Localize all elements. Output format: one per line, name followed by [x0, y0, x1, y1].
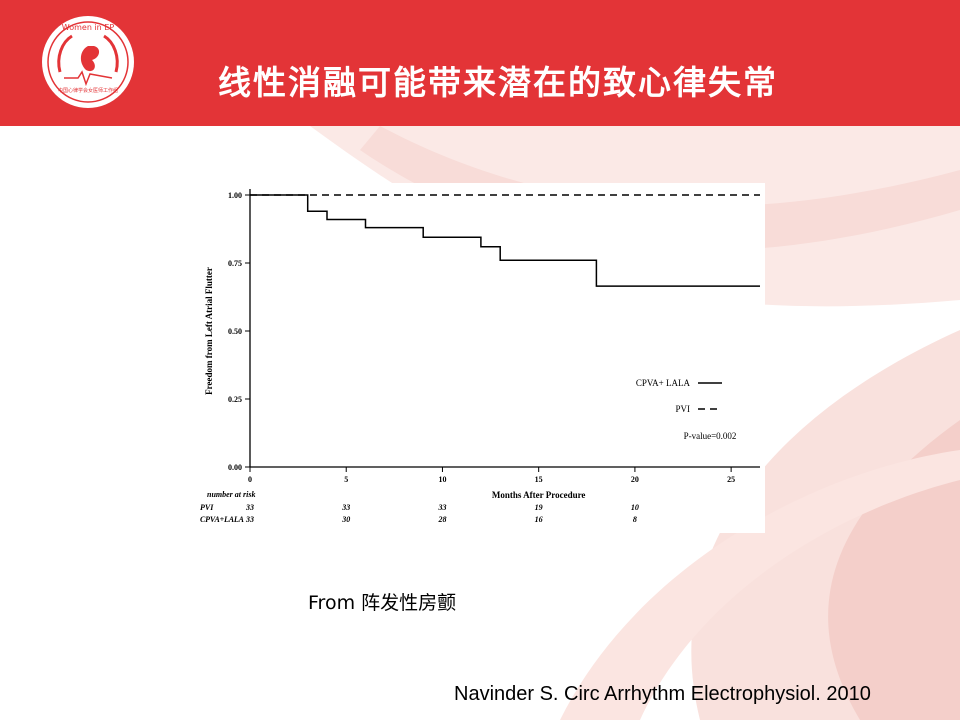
x-tick-label: 25	[727, 475, 735, 484]
header-band: Women in EP 中国心律学会女医师工作组 线性消融可能带来潜在的致心律失…	[0, 0, 960, 126]
x-tick-label: 5	[344, 475, 348, 484]
chart-root: 0.00 0.25 0.50 0.75 1.00 0 5 10 15 20 25 Freedom fr…	[200, 189, 760, 524]
risk-table-header: number at risk	[207, 490, 255, 499]
legend-label: CPVA+ LALA	[636, 378, 691, 388]
y-tick-label: 0.00	[228, 463, 242, 472]
risk-value: 33	[245, 503, 254, 512]
x-axis-label: Months After Procedure	[492, 490, 586, 500]
x-tick-label: 20	[631, 475, 639, 484]
legend-label: PVI	[675, 404, 690, 414]
series-line-cpva-lala	[250, 194, 760, 287]
risk-value: 33	[437, 503, 446, 512]
chart-panel: 0.00 0.25 0.50 0.75 1.00 0 5 10 15 20 25 Freedom fr…	[195, 183, 765, 533]
risk-row-label: CPVA+LALA	[200, 515, 245, 524]
risk-value: 10	[631, 503, 639, 512]
risk-value: 28	[437, 515, 446, 524]
logo-text: Women in EP	[62, 23, 115, 32]
km-chart: 0.00 0.25 0.50 0.75 1.00 0 5 10 15 20 25 Freedom fr…	[200, 189, 760, 524]
y-tick-label: 1.00	[228, 191, 242, 200]
y-tick-label: 0.75	[228, 259, 242, 268]
y-axis-label: Freedom from Left Atrial Flutter	[204, 267, 214, 395]
risk-value: 8	[633, 515, 637, 524]
risk-value: 16	[535, 515, 543, 524]
x-tick-label: 15	[535, 475, 543, 484]
x-tick-label: 10	[438, 475, 446, 484]
risk-row-label: PVI	[200, 503, 214, 512]
x-tick-label: 0	[248, 475, 252, 484]
citation: Navinder S. Circ Arrhythm Electrophysiol…	[454, 683, 871, 705]
risk-value: 33	[341, 503, 350, 512]
y-tick-label: 0.25	[228, 395, 242, 404]
logo-subtext: 中国心律学会女医师工作组	[58, 87, 118, 94]
women-in-ep-logo: Women in EP 中国心律学会女医师工作组	[42, 16, 134, 108]
risk-value: 19	[535, 503, 543, 512]
risk-value: 30	[341, 515, 350, 524]
slide-title: 线性消融可能带来潜在的致心律失常	[218, 63, 778, 102]
source-note: From 阵发性房颤	[308, 592, 457, 614]
p-value-annotation: P-value=0.002	[684, 431, 737, 441]
risk-value: 33	[245, 515, 254, 524]
y-tick-label: 0.50	[228, 327, 242, 336]
